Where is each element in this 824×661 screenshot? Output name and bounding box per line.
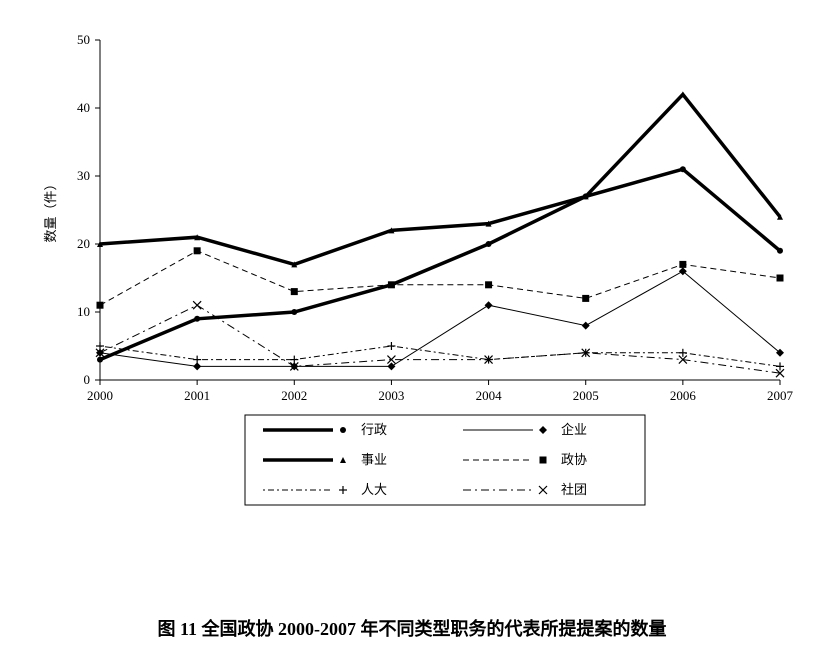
svg-text:数量（件）: 数量（件） xyxy=(43,177,58,242)
figure-caption: 图 11 全国政协 2000-2007 年不同类型职务的代表所提提案的数量 xyxy=(20,615,804,641)
svg-text:0: 0 xyxy=(84,372,91,387)
svg-text:2000: 2000 xyxy=(87,388,113,403)
svg-text:2007: 2007 xyxy=(767,388,794,403)
svg-text:2001: 2001 xyxy=(184,388,210,403)
legend-label-政协: 政协 xyxy=(561,452,587,467)
legend-label-事业: 事业 xyxy=(361,452,387,467)
legend-label-企业: 企业 xyxy=(561,422,587,437)
chart-container: 0 10 20 30 40 50 数量（件） 2000 2001 2002 2003 2004 2005… xyxy=(20,20,804,575)
legend-label-人大: 人大 xyxy=(361,482,387,497)
svg-text:2002: 2002 xyxy=(281,388,307,403)
svg-text:10: 10 xyxy=(77,304,90,319)
svg-text:50: 50 xyxy=(77,32,90,47)
svg-text:40: 40 xyxy=(77,100,90,115)
legend-label-行政: 行政 xyxy=(361,422,387,437)
svg-text:2004: 2004 xyxy=(476,388,503,403)
svg-text:2005: 2005 xyxy=(573,388,599,403)
legend-label-社团: 社团 xyxy=(561,482,587,497)
svg-text:2003: 2003 xyxy=(378,388,404,403)
svg-text:30: 30 xyxy=(77,168,90,183)
svg-text:2006: 2006 xyxy=(670,388,697,403)
line-chart: 0 10 20 30 40 50 数量（件） 2000 2001 2002 2003 2004 2005… xyxy=(20,20,804,575)
svg-text:20: 20 xyxy=(77,236,90,251)
